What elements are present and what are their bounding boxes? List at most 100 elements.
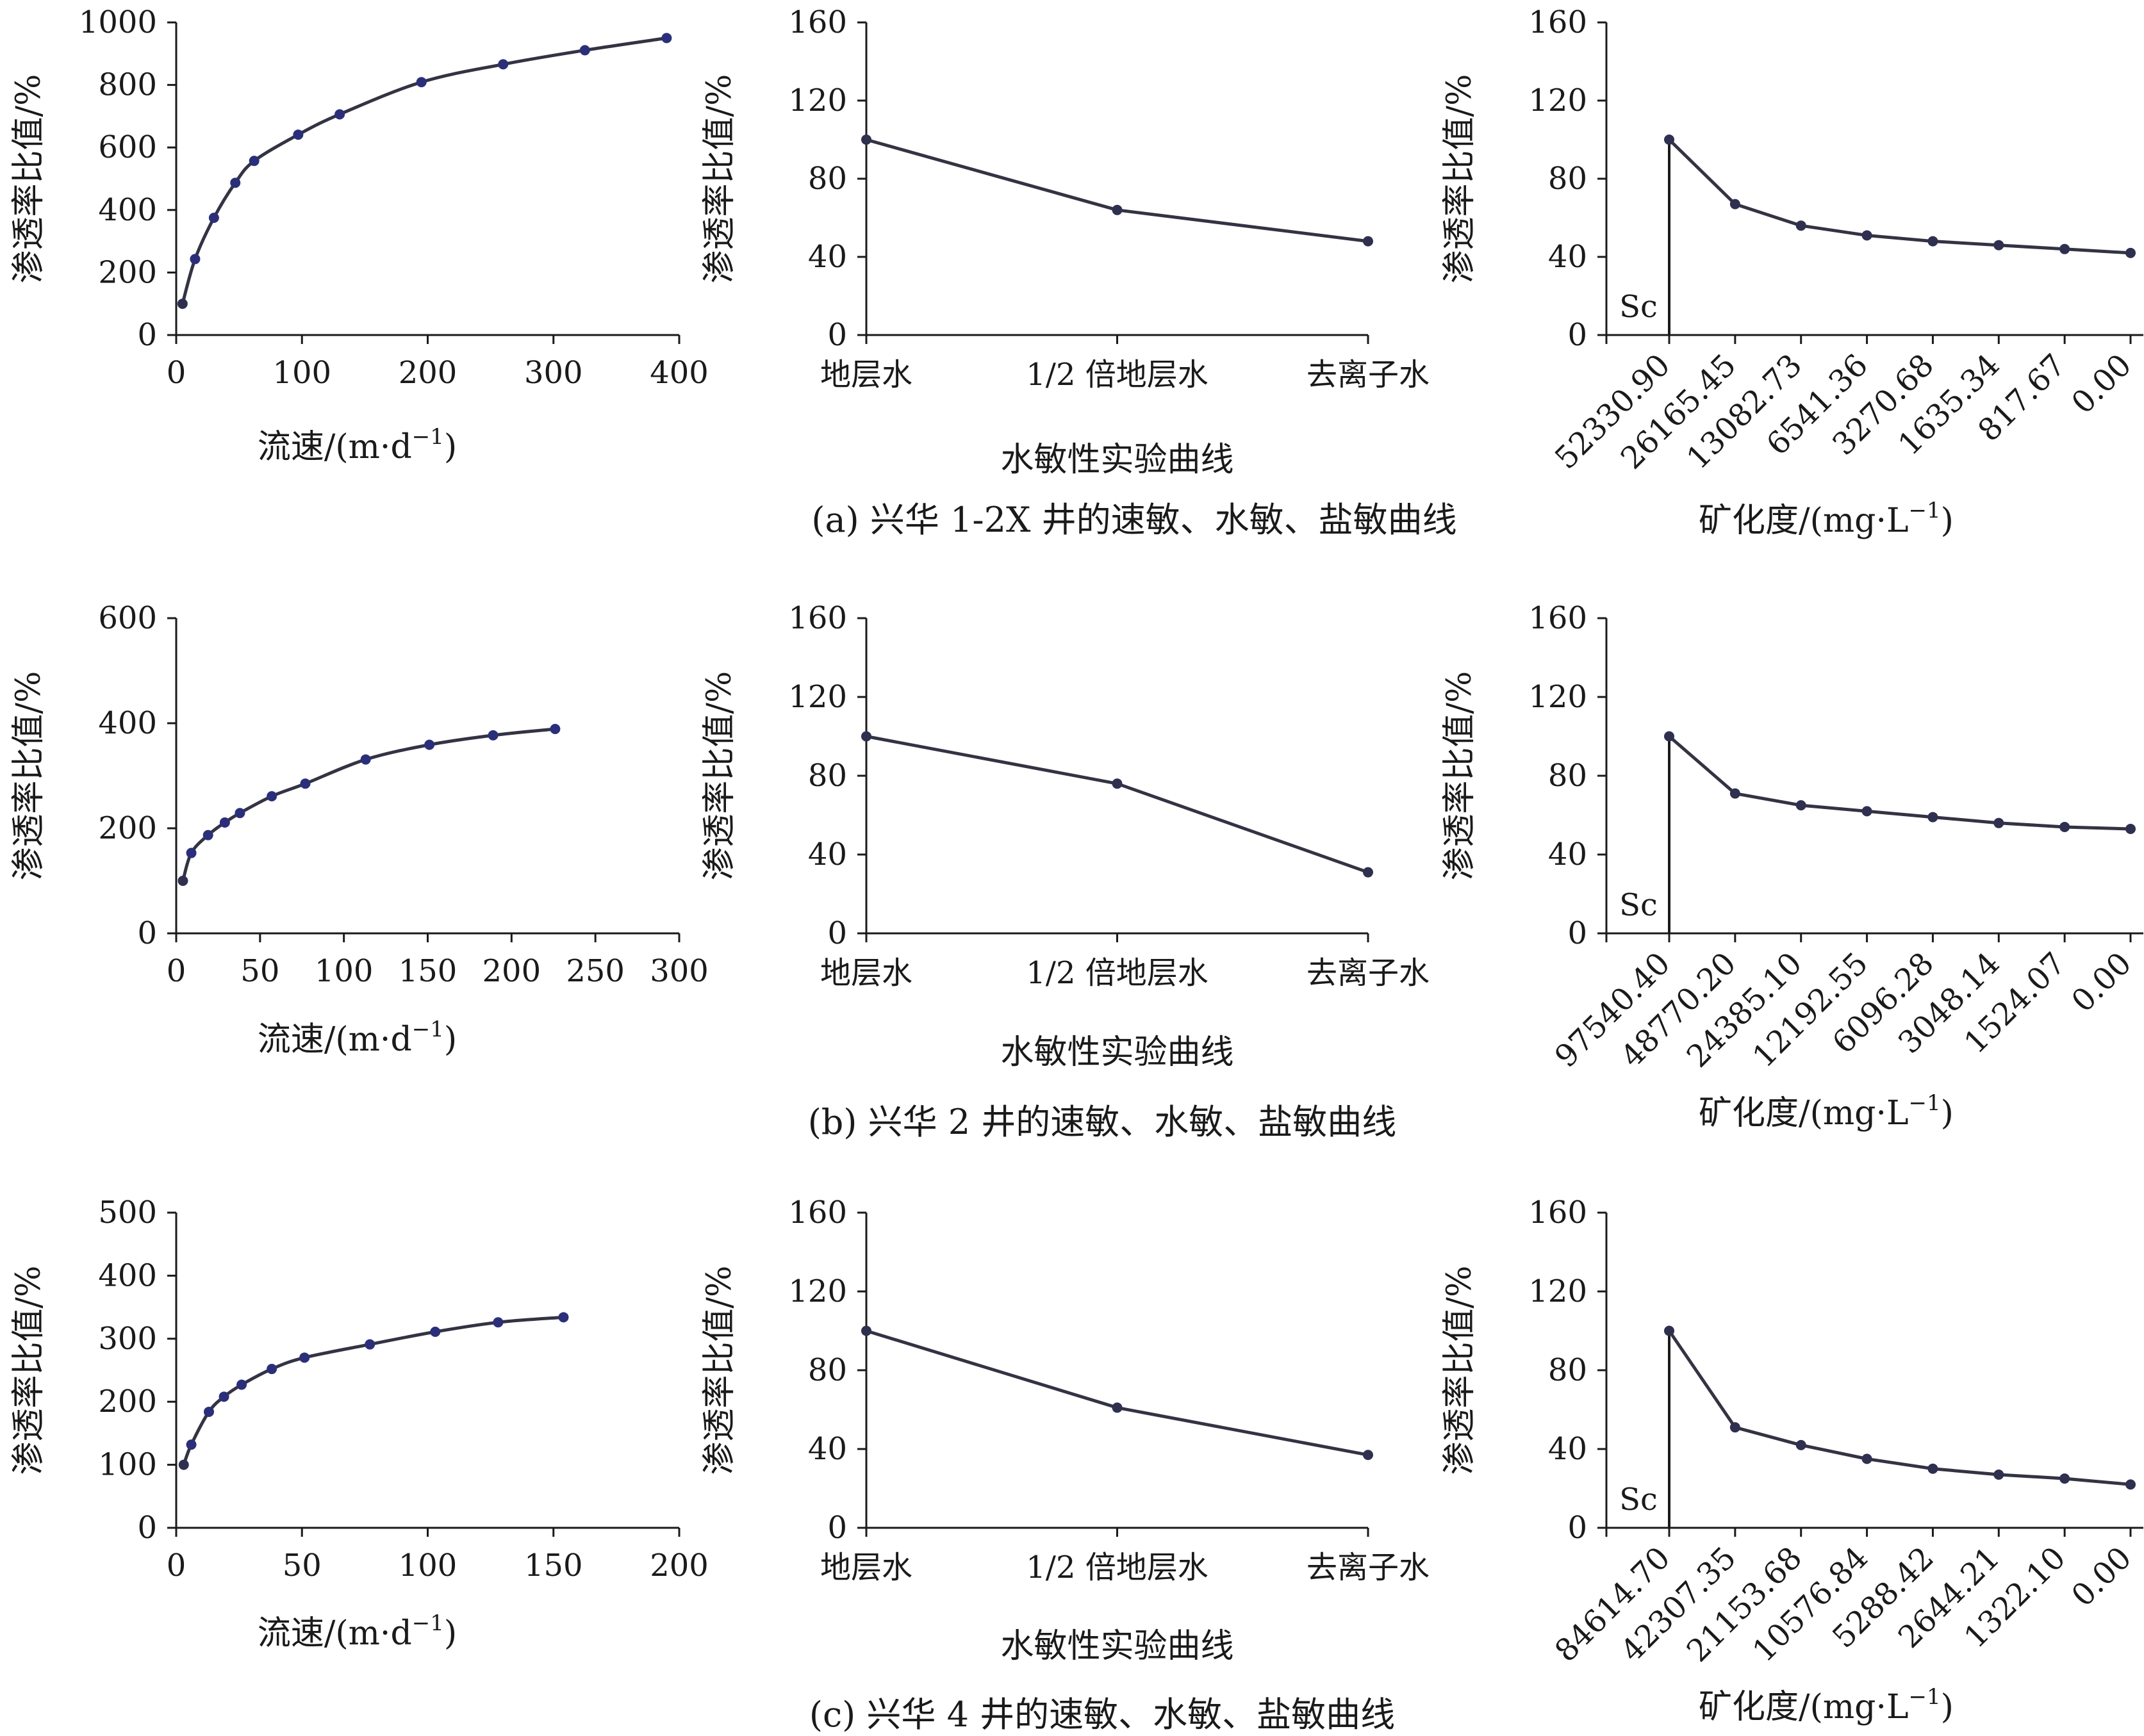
y-tick-label: 80 xyxy=(1548,161,1587,197)
series-line xyxy=(864,1329,1370,1457)
y-tick-label: 40 xyxy=(808,239,847,275)
x-category-label: 地层水 xyxy=(820,955,912,991)
y-tick-label: 40 xyxy=(1548,837,1587,872)
data-point xyxy=(1729,199,1740,209)
data-point xyxy=(230,177,241,188)
y-tick-label: 0 xyxy=(827,1510,847,1546)
data-point xyxy=(360,754,371,765)
data-point xyxy=(334,109,345,120)
data-point xyxy=(1861,806,1872,817)
y-tick-label: 0 xyxy=(827,915,847,951)
y-tick-label: 160 xyxy=(1528,4,1587,40)
y-axis-title: 渗透率比值/% xyxy=(700,671,739,881)
y-tick-label: 160 xyxy=(1528,600,1587,636)
x-axis-title: 水敏性实验曲线 xyxy=(1000,1627,1233,1666)
x-axis-title: 流速/(m·d−1) xyxy=(258,424,457,466)
data-point xyxy=(1795,800,1806,811)
x-category-label: 1/2 倍地层水 xyxy=(1026,1550,1208,1585)
y-tick-label: 80 xyxy=(1548,758,1587,794)
data-point xyxy=(2125,1479,2136,1490)
caption-b: (b) 兴华 2 井的速敏、水敏、盐敏曲线 xyxy=(808,1102,1397,1142)
series-line xyxy=(1667,1329,2132,1486)
x-tick-label: 150 xyxy=(399,953,458,989)
data-point xyxy=(267,1364,277,1375)
y-tick-label: 200 xyxy=(98,810,157,846)
data-point xyxy=(861,731,871,742)
data-point xyxy=(416,77,427,88)
data-point xyxy=(190,254,201,265)
x-axis-title: 流速/(m·d−1) xyxy=(258,1017,457,1059)
y-tick-label: 80 xyxy=(808,758,847,794)
data-point xyxy=(2059,1473,2070,1484)
y-tick-label: 0 xyxy=(137,317,157,353)
data-point xyxy=(1993,1469,2004,1480)
y-tick-label: 160 xyxy=(788,1195,847,1231)
y-tick-label: 200 xyxy=(98,1384,157,1420)
series-line xyxy=(864,735,1370,874)
series-line xyxy=(864,138,1370,243)
data-point xyxy=(1363,867,1373,878)
y-tick-label: 160 xyxy=(788,4,847,40)
sc-label: Sc xyxy=(1619,289,1658,325)
x-category-label: 1/2 倍地层水 xyxy=(1026,955,1208,991)
data-point xyxy=(1927,1463,1938,1474)
data-point xyxy=(550,724,561,735)
data-point xyxy=(1993,817,2004,828)
x-tick-label: 100 xyxy=(272,355,331,391)
y-tick-label: 500 xyxy=(98,1195,157,1231)
y-tick-label: 120 xyxy=(788,1273,847,1309)
data-point xyxy=(219,817,230,828)
x-axis-title: 矿化度/(mg·L−1) xyxy=(1699,498,1954,540)
x-tick-label: 300 xyxy=(524,355,583,391)
data-point xyxy=(202,830,213,840)
y-axis-title: 渗透率比值/% xyxy=(700,1266,739,1475)
y-tick-label: 0 xyxy=(827,317,847,353)
y-tick-label: 120 xyxy=(1528,83,1587,119)
data-point xyxy=(249,156,260,167)
y-tick-label: 120 xyxy=(788,83,847,119)
data-point xyxy=(1112,1402,1123,1413)
y-axis-title: 渗透率比值/% xyxy=(10,1266,48,1475)
x-category-label: 0.00 xyxy=(2065,946,2138,1019)
y-tick-label: 80 xyxy=(1548,1352,1587,1388)
y-tick-label: 600 xyxy=(98,129,157,165)
y-tick-label: 400 xyxy=(98,705,157,741)
y-tick-label: 0 xyxy=(137,1510,157,1546)
data-point xyxy=(861,135,871,145)
series-line xyxy=(181,36,668,306)
x-tick-label: 150 xyxy=(524,1548,583,1584)
x-axis-title: 矿化度/(mg·L−1) xyxy=(1699,1090,1954,1133)
series-line xyxy=(1667,138,2132,255)
y-tick-label: 300 xyxy=(98,1321,157,1357)
y-tick-label: 40 xyxy=(1548,1431,1587,1467)
series-line xyxy=(181,727,557,883)
data-point xyxy=(293,129,304,140)
data-point xyxy=(178,1459,189,1470)
x-category-label: 1/2 倍地层水 xyxy=(1026,357,1208,393)
y-tick-label: 80 xyxy=(808,161,847,197)
y-tick-label: 160 xyxy=(1528,1195,1587,1231)
chart-panel-c-salinity: 04080120160渗透率比值/%84614.7042307.3521153.… xyxy=(1440,1195,2143,1726)
y-tick-label: 800 xyxy=(98,67,157,103)
y-axis-title: 渗透率比值/% xyxy=(1440,1266,1479,1475)
y-axis-title: 渗透率比值/% xyxy=(1440,671,1479,881)
x-tick-label: 100 xyxy=(399,1548,458,1584)
series-line xyxy=(1667,735,2132,831)
data-point xyxy=(1363,1450,1373,1461)
data-point xyxy=(2125,247,2136,258)
data-point xyxy=(2059,243,2070,254)
y-tick-label: 160 xyxy=(788,600,847,636)
data-point xyxy=(558,1312,569,1323)
series-line xyxy=(182,1315,565,1467)
x-tick-label: 100 xyxy=(315,953,374,989)
y-tick-label: 40 xyxy=(808,1431,847,1467)
y-tick-label: 0 xyxy=(1567,915,1587,951)
y-tick-label: 80 xyxy=(808,1352,847,1388)
y-axis-title: 渗透率比值/% xyxy=(1440,74,1479,284)
y-tick-label: 200 xyxy=(98,254,157,290)
x-tick-label: 250 xyxy=(566,953,625,989)
x-category-label: 地层水 xyxy=(820,1550,912,1585)
data-point xyxy=(235,808,245,819)
x-tick-label: 300 xyxy=(650,953,709,989)
